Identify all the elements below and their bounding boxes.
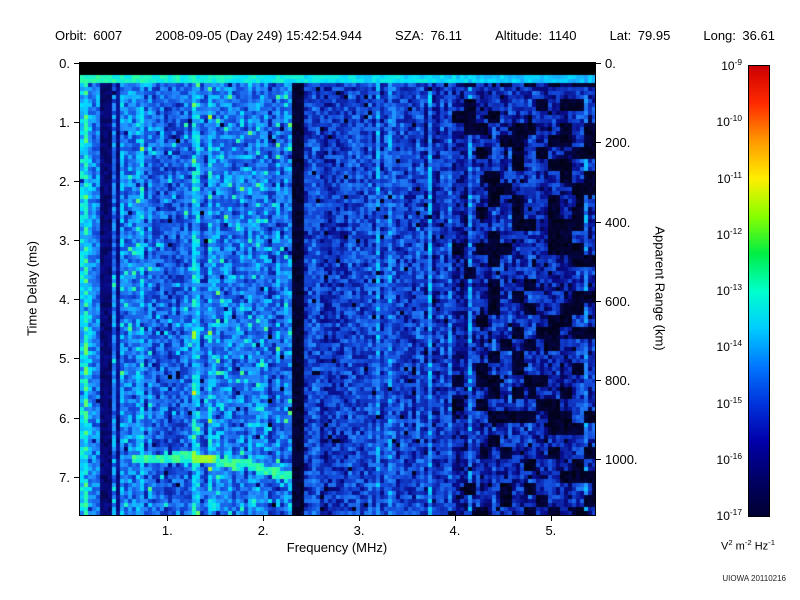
y-tick-mark bbox=[74, 358, 79, 360]
y-tick-mark bbox=[74, 476, 79, 478]
y-tick-label: 7. bbox=[59, 469, 70, 485]
plot-frame bbox=[79, 62, 596, 516]
y-tick-label: 6. bbox=[59, 410, 70, 426]
x-tick-mark bbox=[454, 516, 456, 521]
x-tick-label: 3. bbox=[353, 523, 365, 538]
y2-tick-mark bbox=[596, 459, 601, 461]
y2-tick-label: 200. bbox=[605, 135, 631, 151]
y-tick-mark bbox=[74, 299, 79, 301]
colorbar bbox=[748, 65, 770, 517]
colorbar-tick-label: 10-14 bbox=[716, 338, 742, 355]
colorbar-tick-label: 10-13 bbox=[716, 282, 742, 298]
y-tick-label: 2. bbox=[59, 174, 70, 190]
y-tick-mark bbox=[74, 417, 79, 419]
x-tick-mark bbox=[167, 516, 169, 521]
colorbar-tick-label: 10-9 bbox=[721, 57, 742, 73]
x-tick-mark bbox=[263, 516, 265, 521]
spectrogram-canvas bbox=[80, 63, 595, 515]
y-tick-mark bbox=[74, 122, 79, 124]
header-field: 2008-09-05 (Day 249) 15:42:54.944 bbox=[155, 28, 362, 43]
y-tick-label: 3. bbox=[59, 233, 70, 249]
y-tick-label: 4. bbox=[59, 292, 70, 308]
y-tick-mark bbox=[74, 240, 79, 242]
header-field: Lat: 79.95 bbox=[609, 28, 671, 43]
y2-tick-label: 0. bbox=[605, 56, 616, 71]
colorbar-tick-label: 10-11 bbox=[717, 169, 742, 186]
y2-tick-label: 400. bbox=[605, 214, 631, 230]
header-field: SZA: 76.11 bbox=[395, 28, 463, 43]
header-info: Orbit: 6007 2008-09-05 (Day 249) 15:42:54… bbox=[55, 28, 775, 43]
colorbar-unit: V2 m-2 Hz-1 bbox=[720, 538, 776, 553]
header-field: Altitude: 1140 bbox=[495, 28, 577, 43]
y2-tick-label: 1000. bbox=[605, 452, 638, 468]
colorbar-tick-label: 10-12 bbox=[716, 225, 742, 242]
header-field: Long: 36.61 bbox=[703, 28, 775, 43]
header-field: Orbit: 6007 bbox=[55, 28, 123, 43]
colorbar-tick-label: 10-15 bbox=[716, 394, 742, 411]
x-tick-label: 5. bbox=[545, 523, 557, 538]
y2-tick-label: 800. bbox=[605, 373, 631, 389]
x-axis-title: Frequency (MHz) bbox=[286, 540, 388, 555]
x-tick-mark bbox=[359, 516, 361, 521]
y2-tick-mark bbox=[596, 63, 601, 64]
colorbar-tick-label: 10-17 bbox=[716, 507, 742, 523]
y-tick-mark bbox=[74, 63, 79, 64]
x-tick-label: 1. bbox=[161, 523, 173, 538]
y-tick-mark bbox=[74, 181, 79, 183]
y-tick-label: 5. bbox=[59, 351, 70, 367]
credit-label: UIOWA 20110216 bbox=[722, 574, 786, 583]
y2-tick-mark bbox=[596, 142, 601, 144]
x-tick-label: 2. bbox=[257, 523, 269, 538]
x-tick-mark bbox=[550, 516, 552, 521]
y2-axis-title: Apparent Range (km) bbox=[652, 226, 668, 351]
y-tick-label: 1. bbox=[59, 115, 70, 131]
x-tick-label: 4. bbox=[449, 523, 461, 538]
colorbar-tick-label: 10-16 bbox=[716, 450, 742, 467]
y2-tick-mark bbox=[596, 380, 601, 382]
y2-tick-mark bbox=[596, 221, 601, 223]
y2-tick-label: 600. bbox=[605, 293, 631, 309]
colorbar-tick-label: 10-10 bbox=[716, 113, 742, 130]
y2-tick-mark bbox=[596, 300, 601, 302]
y-tick-label: 0. bbox=[59, 56, 70, 71]
